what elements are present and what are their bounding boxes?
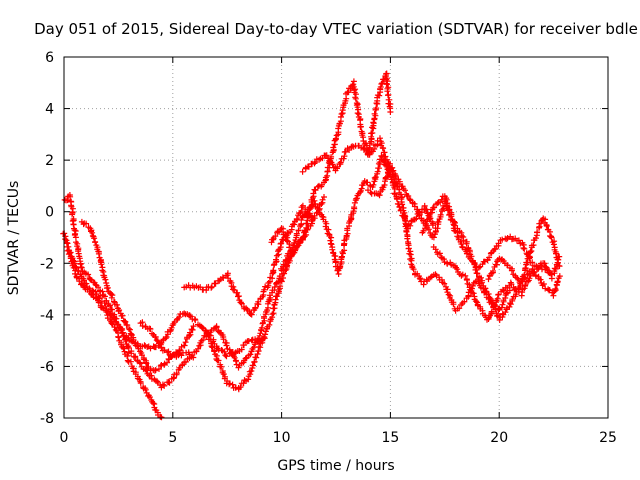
series-markers xyxy=(60,230,165,421)
series-markers xyxy=(430,244,555,323)
x-tick-label: 10 xyxy=(273,430,291,446)
plot-frame xyxy=(63,56,609,419)
x-tick-label: 5 xyxy=(168,430,177,446)
series-arc-j xyxy=(299,135,513,314)
x-tick-label: 20 xyxy=(490,430,508,446)
y-tick-label: -8 xyxy=(40,411,54,427)
x-tick-label: 25 xyxy=(599,430,617,446)
series-arc-d xyxy=(64,247,268,360)
series-markers xyxy=(419,193,563,323)
series-arc-n xyxy=(485,255,563,299)
series-markers xyxy=(64,247,268,360)
series-arc-c xyxy=(78,218,197,374)
series-arc-m xyxy=(430,244,555,323)
y-tick-label: -6 xyxy=(40,359,54,375)
y-tick-label: -2 xyxy=(40,256,54,272)
series-markers xyxy=(181,202,316,318)
y-tick-label: 4 xyxy=(45,102,54,118)
x-tick-label: 0 xyxy=(60,430,69,446)
y-axis-ticks: -8 -6 -4 -2 0 2 4 6 xyxy=(40,50,608,427)
x-axis-ticks: 0 5 10 15 20 25 xyxy=(60,57,617,446)
series-markers xyxy=(78,218,197,374)
y-tick-label: -4 xyxy=(40,308,54,324)
chart-title: Day 051 of 2015, Sidereal Day-to-day VTE… xyxy=(34,20,638,38)
y-axis-label: SDTVAR / TECUs xyxy=(6,181,22,296)
data-points xyxy=(60,70,563,421)
series-markers xyxy=(299,135,513,314)
series-arc-k xyxy=(365,160,563,277)
x-tick-label: 15 xyxy=(381,430,399,446)
y-tick-label: 0 xyxy=(45,205,54,221)
x-axis-label: GPS time / hours xyxy=(277,458,394,474)
y-tick-label: 6 xyxy=(45,50,54,66)
series-arc-f xyxy=(181,202,316,318)
series-arc-a xyxy=(60,230,165,421)
series-markers xyxy=(485,255,563,299)
y-tick-label: 2 xyxy=(45,153,54,169)
series-arc-l xyxy=(419,193,563,323)
series-markers xyxy=(365,160,563,277)
